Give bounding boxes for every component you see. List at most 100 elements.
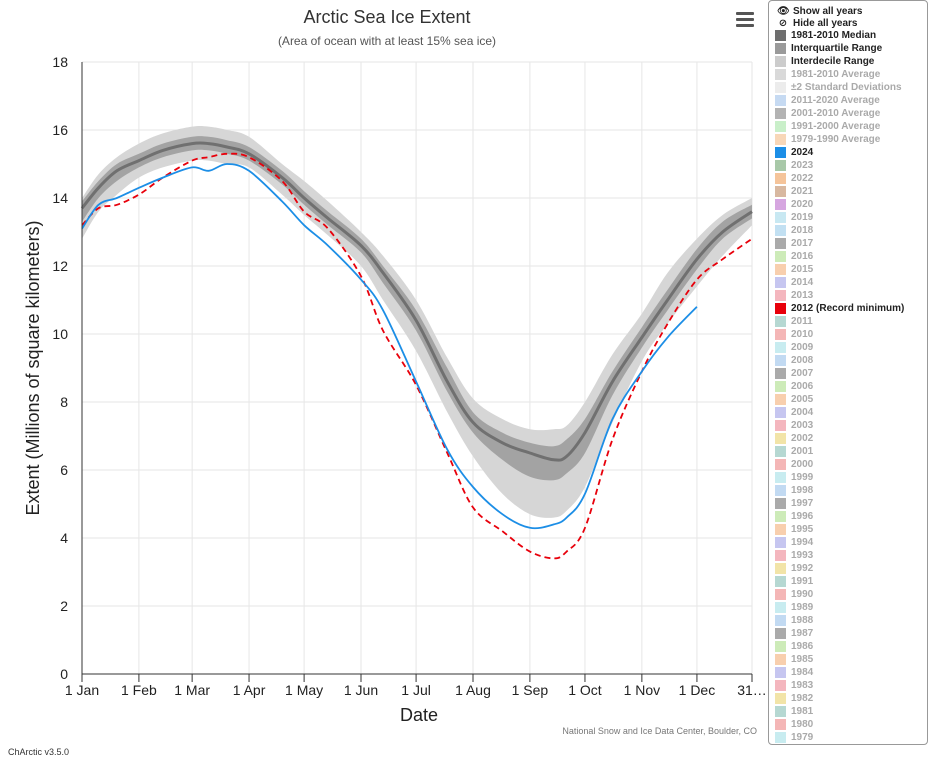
legend-item-2008[interactable]: 2008 <box>775 354 927 367</box>
legend-item-2016[interactable]: 2016 <box>775 250 927 263</box>
1981-2010-median-line[interactable] <box>80 141 753 462</box>
2024-line[interactable] <box>81 163 698 530</box>
legend-label: 2015 <box>791 264 814 275</box>
series-lines <box>80 141 753 560</box>
legend-item-2000[interactable]: 2000 <box>775 458 927 471</box>
legend-label: 2022 <box>791 173 814 184</box>
chart-title: Arctic Sea Ice Extent <box>303 7 470 27</box>
legend-item-2006[interactable]: 2006 <box>775 380 927 393</box>
legend-item-1993[interactable]: 1993 <box>775 549 927 562</box>
legend-swatch <box>775 394 786 405</box>
legend-item-2012-record-minimum[interactable]: 2012 (Record minimum) <box>775 302 927 315</box>
legend-item-1981-2010-average[interactable]: 1981-2010 Average <box>775 68 927 81</box>
x-tick-label: 1 Jun <box>344 682 378 698</box>
legend-item-2010[interactable]: 2010 <box>775 328 927 341</box>
legend-label: 2020 <box>791 199 814 210</box>
legend-label: 2009 <box>791 342 814 353</box>
legend-swatch <box>775 602 786 613</box>
legend-swatch <box>775 225 786 236</box>
legend-item-2007[interactable]: 2007 <box>775 367 927 380</box>
x-tick-label: 1 Mar <box>174 682 210 698</box>
legend-item-1997[interactable]: 1997 <box>775 497 927 510</box>
legend-label: 2002 <box>791 433 814 444</box>
legend-item-1991[interactable]: 1991 <box>775 575 927 588</box>
legend-item-1983[interactable]: 1983 <box>775 679 927 692</box>
x-tick-label: 1 Aug <box>455 682 491 698</box>
legend-item-2011-2020-average[interactable]: 2011-2020 Average <box>775 94 927 107</box>
legend-swatch <box>775 212 786 223</box>
legend-label: 1996 <box>791 511 814 522</box>
legend-item-2019[interactable]: 2019 <box>775 211 927 224</box>
legend-swatch <box>775 433 786 444</box>
legend-item-2005[interactable]: 2005 <box>775 393 927 406</box>
legend-item-2002[interactable]: 2002 <box>775 432 927 445</box>
legend-item-2013[interactable]: 2013 <box>775 289 927 302</box>
legend-item-1998[interactable]: 1998 <box>775 484 927 497</box>
legend-label: 1985 <box>791 654 814 665</box>
legend-label: 2019 <box>791 212 814 223</box>
eye-icon: 👁 <box>777 5 790 17</box>
legend-item-2020[interactable]: 2020 <box>775 198 927 211</box>
legend-label: 1979 <box>791 732 814 743</box>
hide-all-years-button[interactable]: ⊘ Hide all years <box>777 17 927 29</box>
legend-item-1987[interactable]: 1987 <box>775 627 927 640</box>
legend-item-2009[interactable]: 2009 <box>775 341 927 354</box>
legend-item-2001[interactable]: 2001 <box>775 445 927 458</box>
legend-item-1981-2010-median[interactable]: 1981-2010 Median <box>775 29 927 42</box>
version-label: ChArctic v3.5.0 <box>8 747 69 757</box>
legend-item-1984[interactable]: 1984 <box>775 666 927 679</box>
legend-item--2-standard-deviations[interactable]: ±2 Standard Deviations <box>775 81 927 94</box>
legend-item-2018[interactable]: 2018 <box>775 224 927 237</box>
legend-label: 2012 (Record minimum) <box>791 303 905 314</box>
y-tick-label: 14 <box>52 190 68 206</box>
legend-item-1981[interactable]: 1981 <box>775 705 927 718</box>
credits-text[interactable]: National Snow and Ice Data Center, Bould… <box>562 726 757 736</box>
y-axis-title: Extent (Millions of square kilometers) <box>23 220 43 515</box>
legend-item-2014[interactable]: 2014 <box>775 276 927 289</box>
legend-item-1988[interactable]: 1988 <box>775 614 927 627</box>
legend-item-2001-2010-average[interactable]: 2001-2010 Average <box>775 107 927 120</box>
legend-item-1994[interactable]: 1994 <box>775 536 927 549</box>
legend-label: 2023 <box>791 160 814 171</box>
legend-item-1991-2000-average[interactable]: 1991-2000 Average <box>775 120 927 133</box>
legend-label: 2001 <box>791 446 814 457</box>
legend-item-interdecile-range[interactable]: Interdecile Range <box>775 55 927 68</box>
legend-item-2022[interactable]: 2022 <box>775 172 927 185</box>
legend-item-interquartile-range[interactable]: Interquartile Range <box>775 42 927 55</box>
legend-label: 2000 <box>791 459 814 470</box>
legend-item-2024[interactable]: 2024 <box>775 146 927 159</box>
legend-item-1980[interactable]: 1980 <box>775 718 927 731</box>
legend-item-1990[interactable]: 1990 <box>775 588 927 601</box>
legend-item-2003[interactable]: 2003 <box>775 419 927 432</box>
y-tick-label: 2 <box>60 598 68 614</box>
legend-item-1985[interactable]: 1985 <box>775 653 927 666</box>
legend-item-2011[interactable]: 2011 <box>775 315 927 328</box>
legend-item-2021[interactable]: 2021 <box>775 185 927 198</box>
legend-item-1999[interactable]: 1999 <box>775 471 927 484</box>
legend-item-2004[interactable]: 2004 <box>775 406 927 419</box>
legend-swatch <box>775 537 786 548</box>
hamburger-menu-icon[interactable] <box>734 10 756 32</box>
legend-label: 1995 <box>791 524 814 535</box>
legend-item-1989[interactable]: 1989 <box>775 601 927 614</box>
legend-item-1995[interactable]: 1995 <box>775 523 927 536</box>
legend-label: 1999 <box>791 472 814 483</box>
legend-label: 1982 <box>791 693 814 704</box>
show-all-years-button[interactable]: 👁 Show all years <box>777 5 927 17</box>
legend-item-1979-1990-average[interactable]: 1979-1990 Average <box>775 133 927 146</box>
legend-item-1996[interactable]: 1996 <box>775 510 927 523</box>
legend-item-2023[interactable]: 2023 <box>775 159 927 172</box>
legend-label: 2010 <box>791 329 814 340</box>
legend-item-2017[interactable]: 2017 <box>775 237 927 250</box>
legend-items: 1981-2010 Median Interquartile Range Inter… <box>775 29 927 744</box>
legend-swatch <box>775 706 786 717</box>
legend-item-2015[interactable]: 2015 <box>775 263 927 276</box>
legend-item-1986[interactable]: 1986 <box>775 640 927 653</box>
legend-item-1992[interactable]: 1992 <box>775 562 927 575</box>
legend-label: 1994 <box>791 537 814 548</box>
2012-record-minimum-line[interactable] <box>81 152 753 560</box>
y-tick-label: 6 <box>60 462 68 478</box>
legend-item-1982[interactable]: 1982 <box>775 692 927 705</box>
menu-bar <box>736 24 754 27</box>
legend-item-1979[interactable]: 1979 <box>775 731 927 744</box>
